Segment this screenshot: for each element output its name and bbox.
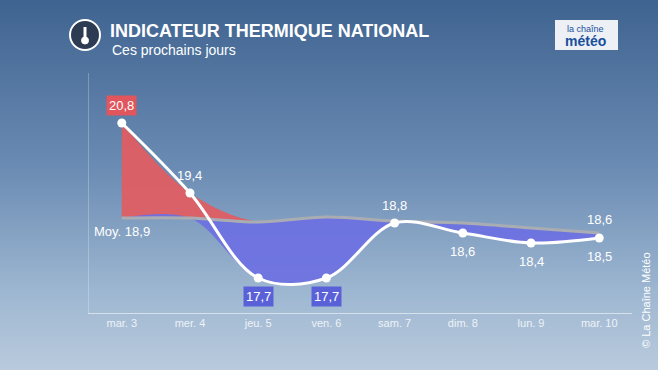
svg-text:17,7: 17,7	[246, 289, 271, 304]
svg-text:© La Chaîne Météo: © La Chaîne Météo	[640, 252, 652, 348]
svg-text:18,6: 18,6	[587, 212, 612, 227]
svg-text:mar. 10: mar. 10	[581, 317, 618, 329]
svg-text:mer. 4: mer. 4	[175, 317, 206, 329]
svg-text:mar. 3: mar. 3	[106, 317, 137, 329]
svg-text:20,8: 20,8	[109, 98, 134, 113]
svg-text:la chaîne: la chaîne	[567, 24, 604, 34]
svg-text:18,5: 18,5	[587, 249, 612, 264]
svg-text:jeu. 5: jeu. 5	[244, 317, 272, 329]
svg-text:18,4: 18,4	[519, 254, 544, 269]
svg-text:19,4: 19,4	[177, 168, 202, 183]
svg-text:Moy. 18,9: Moy. 18,9	[94, 224, 150, 239]
svg-text:météo: météo	[565, 33, 606, 49]
svg-text:ven. 6: ven. 6	[311, 317, 341, 329]
svg-text:18,6: 18,6	[450, 244, 475, 259]
svg-text:18,8: 18,8	[382, 198, 407, 213]
svg-text:Ces prochains jours: Ces prochains jours	[112, 42, 236, 58]
svg-text:lun. 9: lun. 9	[518, 317, 545, 329]
svg-text:INDICATEUR THERMIQUE NATIONAL: INDICATEUR THERMIQUE NATIONAL	[110, 21, 429, 41]
svg-text:dim. 8: dim. 8	[448, 317, 478, 329]
svg-text:sam. 7: sam. 7	[378, 317, 411, 329]
svg-text:17,7: 17,7	[314, 289, 339, 304]
